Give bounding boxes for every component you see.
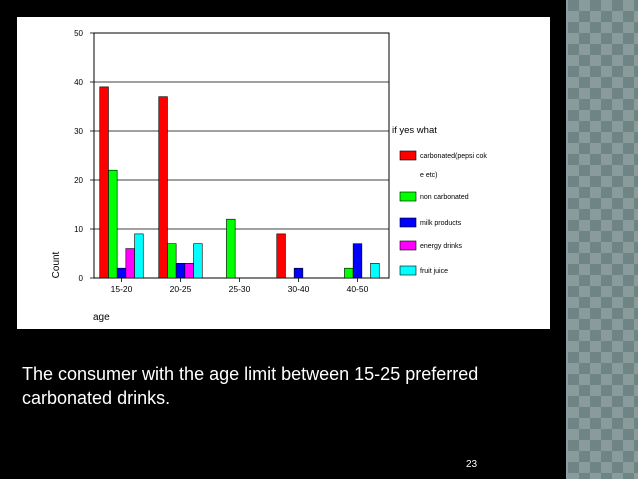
bar xyxy=(344,267,354,279)
y-tick-label: 0 xyxy=(79,274,84,283)
slide: 0 10 20 30 40 50 15-20 20-25 25-30 30-40 40-50 age C… xyxy=(17,17,550,470)
x-tick-label: 20-25 xyxy=(170,284,192,294)
x-tick-label: 25-30 xyxy=(229,284,251,294)
legend-label: non carbonated xyxy=(420,194,469,201)
bar xyxy=(167,243,177,279)
bar-chart: 0 10 20 30 40 50 15-20 20-25 25-30 30-40 40-50 age C… xyxy=(51,29,487,323)
slide-caption: The consumer with the age limit between … xyxy=(22,364,479,408)
legend-swatch xyxy=(399,265,417,276)
legend-swatch xyxy=(399,217,417,228)
bar xyxy=(226,218,236,279)
bar xyxy=(193,243,203,279)
legend-label: fruit juice xyxy=(420,268,448,275)
bar xyxy=(108,169,118,279)
decorative-pattern xyxy=(568,0,638,479)
bar xyxy=(352,243,363,279)
bar xyxy=(370,263,380,279)
bar xyxy=(116,267,127,279)
x-tick-label: 15-20 xyxy=(111,284,133,294)
x-tick-label: 40-50 xyxy=(347,284,369,294)
legend-swatch xyxy=(399,191,417,202)
bar xyxy=(293,267,304,279)
page-number: 23 xyxy=(466,459,478,470)
bar xyxy=(99,86,109,279)
legend-label: carbonated(pepsi cok e etc) xyxy=(420,153,487,179)
legend-label: milk products xyxy=(420,220,462,227)
y-axis-label: Count xyxy=(51,251,62,278)
y-tick-label: 40 xyxy=(74,78,83,87)
chart-panel: 0 10 20 30 40 50 15-20 20-25 25-30 30-40 40-50 age C… xyxy=(17,17,550,329)
legend-label: energy drinks xyxy=(420,243,463,250)
bar xyxy=(125,248,135,279)
bar xyxy=(134,233,144,279)
legend-title: if yes what xyxy=(392,125,437,136)
legend-swatch xyxy=(399,150,417,161)
bar xyxy=(276,233,286,279)
bar xyxy=(184,263,194,279)
x-axis-label: age xyxy=(93,312,110,323)
x-tick-label: 30-40 xyxy=(288,284,310,294)
bar xyxy=(158,96,168,279)
y-tick-label: 50 xyxy=(74,29,83,38)
y-tick-label: 30 xyxy=(74,127,83,136)
y-tick-label: 10 xyxy=(74,225,83,234)
y-tick-label: 20 xyxy=(74,176,83,185)
right-border xyxy=(566,0,569,479)
bar xyxy=(175,263,186,279)
legend-swatch xyxy=(399,240,417,251)
